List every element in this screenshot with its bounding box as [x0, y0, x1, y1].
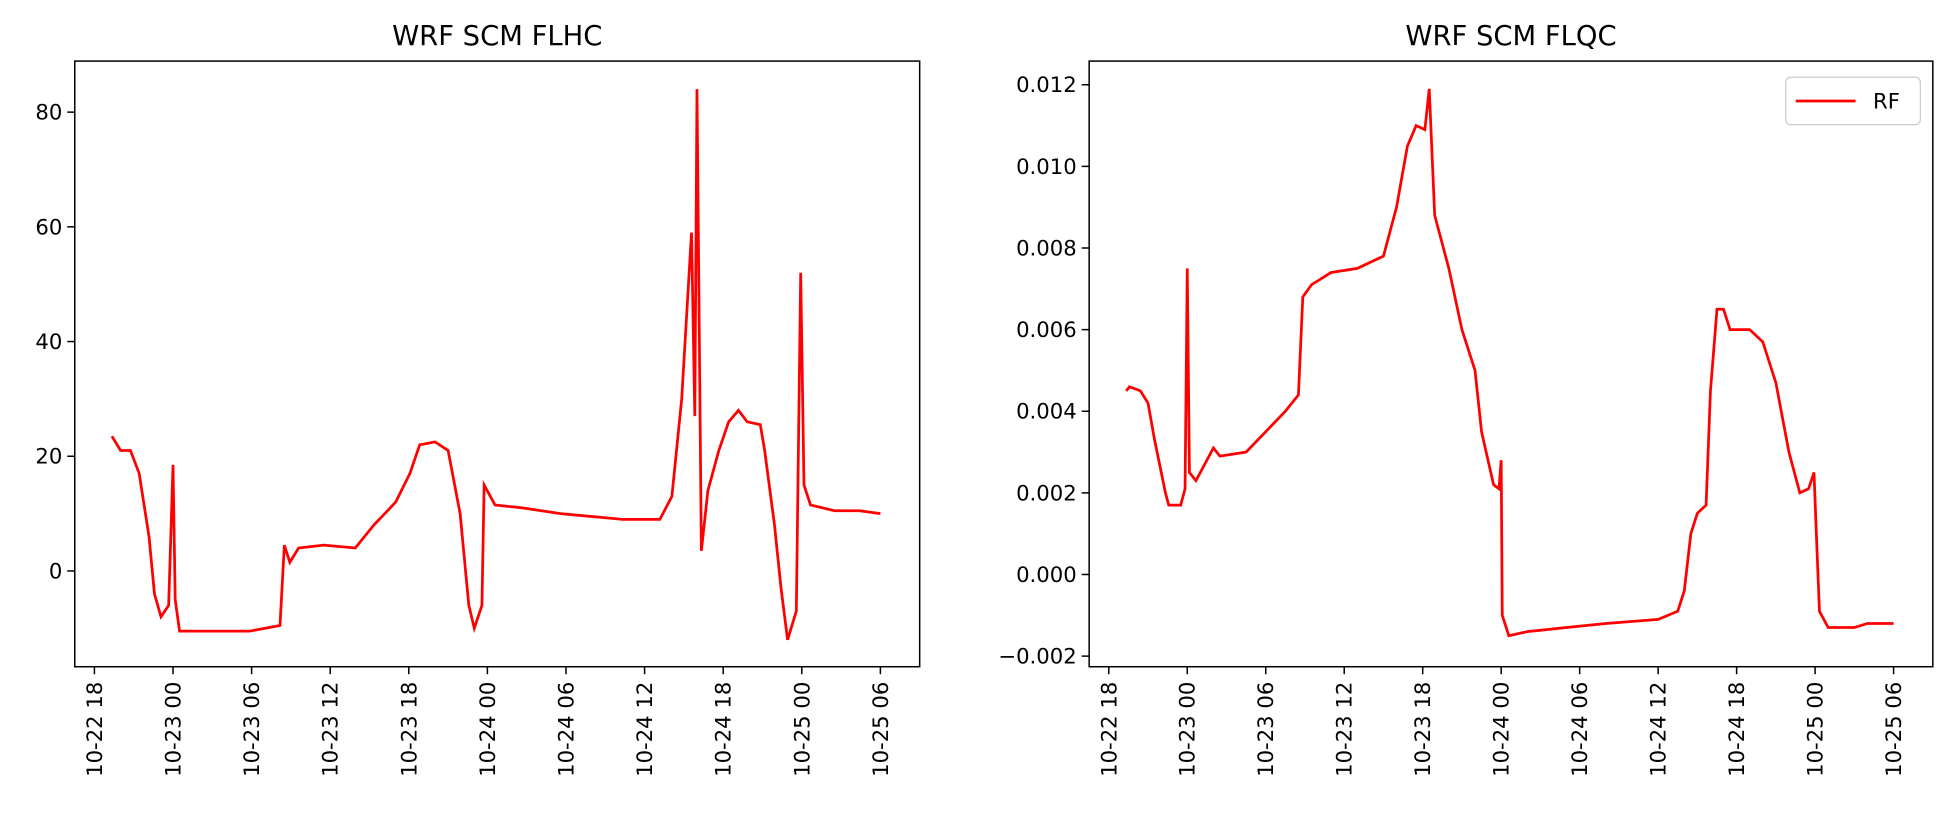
- y-tick-label: 0.010: [1016, 154, 1077, 179]
- y-tick-label: 0.004: [1016, 399, 1077, 424]
- x-tick-label: 10-23 06: [1253, 682, 1278, 777]
- y-tick-label: 80: [35, 100, 62, 125]
- y-tick-label: 0.002: [1016, 480, 1077, 505]
- legend-label: RF: [1873, 88, 1900, 113]
- y-tick-label: 60: [35, 214, 62, 239]
- x-tick-label: 10-24 12: [632, 682, 657, 777]
- axes-frame: [74, 60, 921, 668]
- x-tick-label: 10-24 06: [553, 682, 578, 777]
- y-tick-label: 0.006: [1016, 317, 1077, 342]
- x-tick-label: 10-22 18: [82, 682, 107, 777]
- x-tick-label: 10-24 18: [1724, 682, 1749, 777]
- x-tick-label: 10-24 00: [475, 682, 500, 777]
- x-tick-label: 10-25 06: [1881, 682, 1906, 777]
- x-tick-label: 10-25 00: [1803, 682, 1828, 777]
- y-tick-label: 20: [35, 444, 62, 469]
- x-tick-label: 10-22 18: [1096, 682, 1121, 777]
- x-tick-label: 10-24 18: [711, 682, 736, 777]
- x-tick-label: 10-23 00: [160, 682, 185, 777]
- y-tick-label: 40: [35, 329, 62, 354]
- y-tick-label: 0: [49, 558, 62, 583]
- axes-frame: [1088, 60, 1934, 668]
- x-tick-label: 10-23 12: [1332, 682, 1357, 777]
- x-tick-label: 10-23 18: [1410, 682, 1435, 777]
- x-tick-label: 10-23 12: [318, 682, 343, 777]
- y-tick-label: 0.008: [1016, 235, 1077, 260]
- x-tick-label: 10-24 12: [1646, 682, 1671, 777]
- y-tick-label: −0.002: [998, 644, 1076, 669]
- x-tick-label: 10-24 00: [1489, 682, 1514, 777]
- y-tick-label: 0.000: [1016, 562, 1077, 587]
- line: [110, 89, 881, 641]
- y-tick-label: 0.012: [1016, 72, 1077, 97]
- x-tick-label: 10-23 06: [239, 682, 264, 777]
- x-tick-label: 10-23 00: [1175, 682, 1200, 777]
- x-tick-label: 10-24 06: [1567, 682, 1592, 777]
- line: [1125, 88, 1894, 638]
- chart-title: WRF SCM FLHC: [392, 21, 602, 52]
- x-tick-label: 10-23 18: [396, 682, 421, 777]
- chart-title: WRF SCM FLQC: [1405, 21, 1616, 52]
- x-tick-label: 10-25 06: [868, 682, 893, 777]
- x-tick-label: 10-25 00: [789, 682, 814, 777]
